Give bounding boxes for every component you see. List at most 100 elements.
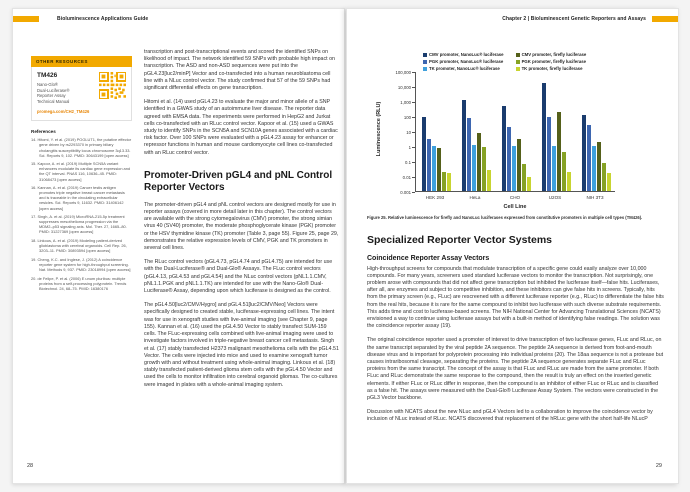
bar <box>566 171 571 191</box>
other-resources-title: OTHER RESOURCES <box>31 56 132 67</box>
running-header: Bioluminescence Applications Guide <box>57 16 149 22</box>
y-axis-tick-mark <box>412 162 415 163</box>
page-left: Bioluminescence Applications Guide OTHER… <box>12 8 345 484</box>
bar <box>471 145 476 191</box>
right-main-column: CMV promoter, NanoLuc® luciferase PGK pro… <box>367 52 665 431</box>
y-axis-tick-mark <box>412 132 415 133</box>
chart-legend: CMV promoter, NanoLuc® luciferase PGK pro… <box>423 52 586 71</box>
reference-item: 17. Singh, A. et al. (2019) MicroRNA-215… <box>31 214 127 235</box>
legend-item: CMV promoter, firefly luciferase <box>515 52 587 57</box>
x-axis-label: Cell Line <box>503 204 527 210</box>
body-paragraph: The promoter-driven pGL4 and pNL control… <box>144 201 339 252</box>
legend-swatch-icon <box>515 52 520 57</box>
legend-label: CMV promoter, NanoLuc® luciferase <box>429 52 504 57</box>
bar <box>486 170 491 191</box>
x-axis-tick-label: U2OS <box>548 195 562 200</box>
body-paragraph: transcription and post-transcriptional e… <box>144 49 335 92</box>
bar <box>421 116 426 191</box>
legend-item: PGK promoter, firefly luciferase <box>515 59 587 64</box>
y-axis-tick-label: 0.1 <box>405 159 411 165</box>
bar <box>436 148 441 191</box>
bar <box>506 127 511 191</box>
bar <box>431 146 436 191</box>
figure-caption: Figure 25. Relative luminescence for fir… <box>367 215 643 220</box>
y-axis-tick-label: 100 <box>403 114 411 120</box>
references-list: 14. Hitomi, Y. et al. (2019) POGLUT1, th… <box>31 137 132 290</box>
resource-code: TM426 <box>37 72 58 79</box>
body-paragraph: Discussion with NCATS about the new NLuc… <box>367 409 653 423</box>
reference-item: 19. Cheng, K.C. and Inglese, J. (2012) A… <box>31 256 131 272</box>
bar <box>596 141 601 191</box>
page-number: 29 <box>655 463 662 469</box>
legend-label: PGK promoter, firefly luciferase <box>521 59 587 64</box>
body-paragraph: Hitomi et al. (14) used pGL4.23 to evalu… <box>144 99 338 156</box>
bar <box>446 173 451 191</box>
bar <box>581 114 586 191</box>
y-axis-tick-label: 1,000 <box>400 99 411 105</box>
body-paragraph: The pGL4.50[luc2/CMV/Hygro] and pGL4.51[… <box>144 302 339 388</box>
legend-swatch-icon <box>423 52 427 57</box>
resource-description-line: Reporter Assay <box>37 93 66 99</box>
bar <box>511 146 516 191</box>
y-axis-tick-label: 1 <box>408 144 411 150</box>
resources-sidebar: OTHER RESOURCES TM426 Nano-Glo® Dual-Luci… <box>31 56 132 294</box>
reference-item: 20. de Felipe, P. et al. (2006) E unum p… <box>31 275 127 291</box>
legend-label: CMV promoter, firefly luciferase <box>521 52 587 57</box>
bar-chart: CMV promoter, NanoLuc® luciferase PGK pro… <box>367 52 665 212</box>
legend-item: PGK promoter, NanoLuc® luciferase <box>423 59 504 64</box>
resource-link[interactable]: promega.com/CH2_TM426 <box>37 109 90 115</box>
y-axis-tick-label: 0.01 <box>402 174 411 180</box>
y-axis-tick-mark <box>412 147 415 148</box>
bar <box>501 106 506 191</box>
bar <box>556 111 561 191</box>
legend-item: CMV promoter, NanoLuc® luciferase <box>423 52 504 57</box>
header-accent-bar <box>13 16 39 22</box>
legend-item: TK promoter, NanoLuc® luciferase <box>423 66 504 71</box>
legend-label: PGK promoter, NanoLuc® luciferase <box>429 59 504 64</box>
y-axis-tick-mark <box>412 87 415 88</box>
header-accent-bar <box>652 16 678 22</box>
page-number: 28 <box>27 463 34 469</box>
legend-item: TK promoter, firefly luciferase <box>515 66 587 71</box>
x-axis-tick-label: HEK 293 <box>425 195 445 200</box>
body-paragraph: The original coincidence reporter used a… <box>367 337 664 401</box>
y-axis-tick-mark <box>412 102 415 103</box>
page-right: Chapter 2 | Bioluminescent Genetic Repor… <box>346 8 679 484</box>
resource-description-line: Dual-Luciferase® <box>37 87 70 93</box>
resource-box: TM426 Nano-Glo® Dual-Luciferase® Reporter … <box>31 67 132 122</box>
y-axis-tick-label: 10,000 <box>397 84 411 90</box>
reference-item: 14. Hitomi, Y. et al. (2019) POGLUT1, th… <box>31 137 132 158</box>
legend-swatch-icon <box>423 66 427 71</box>
legend-label: TK promoter, NanoLuc® luciferase <box>429 66 500 71</box>
subsection-heading: Coincidence Reporter Assay Vectors <box>367 254 490 262</box>
bar <box>601 163 606 191</box>
y-axis-tick-mark <box>412 192 415 193</box>
left-main-column: transcription and post-transcriptional e… <box>144 49 340 396</box>
y-axis-tick-label: 0.001 <box>400 189 411 195</box>
reference-item: 16. Kannan, A. et al. (2019) Cancer test… <box>31 185 125 211</box>
y-axis-tick-mark <box>412 177 415 178</box>
bar <box>606 173 611 191</box>
bar <box>516 138 521 191</box>
qr-code-icon <box>99 72 126 99</box>
y-axis-tick-mark <box>412 72 415 73</box>
y-axis-tick-label: 100,000 <box>395 69 411 75</box>
bar <box>546 117 551 191</box>
bar <box>461 99 466 191</box>
bar <box>586 125 591 191</box>
section-heading: Promoter-Driven pGL4 and pNL Control Rep… <box>144 169 333 193</box>
bar <box>526 177 531 191</box>
bar <box>521 164 526 191</box>
bar <box>561 151 566 191</box>
reference-item: 15. Kapoor, A. et al. (2019) Multiple SC… <box>31 161 131 182</box>
legend-swatch-icon <box>423 59 427 64</box>
resource-description-line: Nano-Glo® <box>37 82 59 87</box>
running-header: Chapter 2 | Bioluminescent Genetic Repor… <box>502 16 646 22</box>
section-heading: Specialized Reporter Vector Systems <box>367 233 552 246</box>
bar <box>426 138 431 191</box>
legend-swatch-icon <box>515 66 520 71</box>
bar <box>441 171 446 191</box>
reference-item: 18. Linkous, A. et al. (2019) Modeling p… <box>31 237 127 254</box>
bar <box>476 133 481 191</box>
bar <box>551 146 556 191</box>
